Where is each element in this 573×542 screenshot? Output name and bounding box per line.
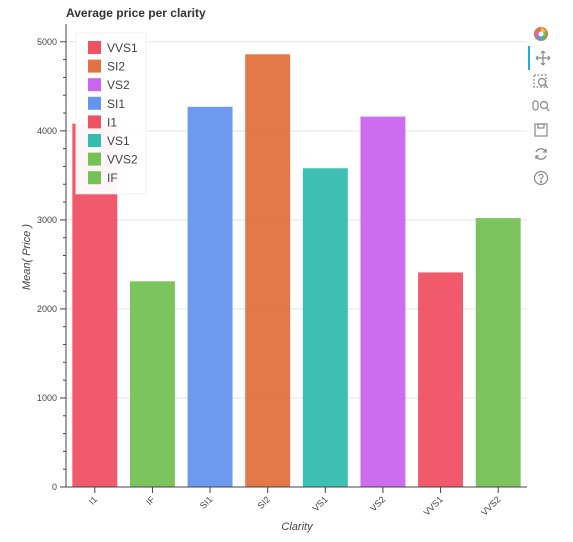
y-tick-label: 4000 [37,126,57,136]
y-tick-label: 2000 [37,304,57,314]
chart-title: Average price per clarity [66,6,206,20]
legend-swatch [88,115,101,129]
y-tick-label: 5000 [37,37,57,47]
bar-VVS2 [475,218,521,487]
y-tick-label: 3000 [37,215,57,225]
y-tick-label: 1000 [37,393,57,403]
bar-SI2 [245,54,291,488]
x-tick-label: VS2 [368,494,387,513]
legend-label: VVS1 [107,41,138,55]
x-tick-label: SI1 [198,494,215,511]
legend-swatch [88,59,101,73]
legend-swatch [88,134,101,147]
legend: VVS1 SI2 VS2 SI1 I1 VS1 VVS2 IF [75,32,147,195]
wheel-zoom-icon[interactable] [528,94,554,118]
legend-swatch [88,152,101,166]
bar-SI1 [187,106,233,487]
bar-VS2 [360,116,406,487]
y-axis-label: Mean( Price ) [21,224,33,290]
x-tick-label: I1 [87,494,99,506]
legend-label: VS2 [107,78,130,92]
legend-swatch [88,78,101,92]
x-tick-label: VVS2 [479,494,502,517]
bokeh-logo-icon[interactable] [528,22,554,46]
x-tick-label: VVS1 [422,494,445,517]
x-tick-label: SI2 [255,494,272,511]
x-axis-ticks: I1 IF SI1 SI2 VS1 VS2 VVS1 VVS2 [87,487,503,518]
box-zoom-icon[interactable] [528,70,554,94]
bar-IF [129,281,175,487]
legend-swatch [88,96,101,110]
bar-VVS1 [418,272,464,487]
y-axis-ticks: 0 1000 2000 3000 4000 5000 [37,37,66,492]
legend-label: I1 [107,115,117,129]
legend-label: SI2 [107,60,125,74]
legend-swatch [88,171,101,185]
save-icon[interactable] [528,118,554,142]
pan-icon[interactable] [528,46,556,70]
legend-box [75,32,147,195]
x-axis-label: Clarity [281,521,314,533]
legend-label: VS1 [107,134,130,148]
bar-VS1 [302,168,348,487]
chart-toolbar [528,22,558,190]
x-tick-label: IF [144,494,157,507]
reset-icon[interactable] [528,142,554,166]
legend-label: SI1 [107,97,125,111]
y-tick-label: 0 [52,482,57,492]
legend-label: IF [107,171,118,185]
legend-swatch [88,41,101,54]
legend-label: VVS2 [107,153,138,167]
help-icon[interactable] [528,166,554,190]
x-tick-label: VS1 [311,494,330,513]
